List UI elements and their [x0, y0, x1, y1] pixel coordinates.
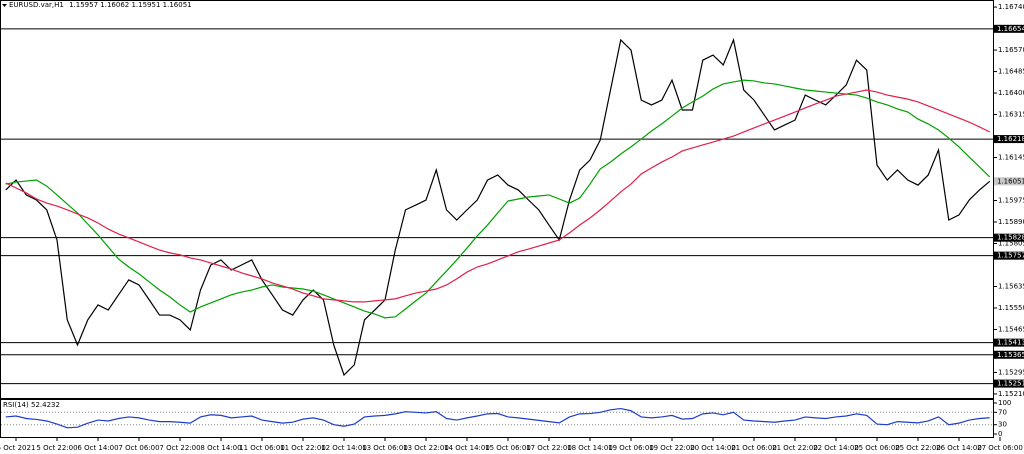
x-tick-label: 26 Oct 14:00	[936, 444, 982, 452]
level-label: 1.16654	[997, 25, 1024, 33]
y-tick-label: 1.16400	[998, 89, 1024, 97]
x-tick-label: 15 Oct 06:00	[485, 444, 531, 452]
y-tick-label: 1.15890	[998, 218, 1024, 226]
rsi-tick-label: 0	[998, 430, 1002, 438]
y-tick-label: 1.15975	[998, 197, 1024, 205]
moving-average	[5, 89, 991, 303]
close: 1.16051	[163, 1, 192, 9]
y-tick-label: 1.15635	[998, 282, 1024, 290]
y-tick-label: 1.15465	[998, 325, 1024, 333]
rsi-tick-label: 30	[998, 421, 1007, 429]
x-tick-label: 12 Oct 14:00	[321, 444, 367, 452]
level-label: 1.15413	[997, 339, 1024, 347]
level-box	[994, 24, 1024, 33]
level-box	[994, 350, 1024, 359]
high: 1.16062	[100, 1, 129, 9]
x-tick-label: 13 Oct 06:00	[362, 444, 408, 452]
x-tick-label: 25 Oct 06:00	[854, 444, 900, 452]
y-tick-label: 1.16570	[998, 46, 1024, 54]
y-tick-label: 1.16740	[998, 3, 1024, 11]
rsi-line	[5, 407, 990, 429]
y-tick-label: 1.16145	[998, 154, 1024, 162]
header: EURUSD.var,H1 1.15957 1.16062 1.15951 1.…	[9, 1, 192, 9]
x-tick-label: 21 Oct 06:00	[731, 444, 777, 452]
level-label: 1.15828	[997, 234, 1024, 242]
level-label: 1.15251	[997, 380, 1024, 388]
price-box	[994, 177, 1024, 186]
level-label: 1.15757	[997, 252, 1024, 260]
level-box	[994, 251, 1024, 260]
price-label: 1.16051	[997, 177, 1024, 185]
level-box	[994, 233, 1024, 242]
x-tick-label: 19 Oct 06:00	[608, 444, 654, 452]
rsi-header: RSI(14) 52.4232	[3, 401, 60, 409]
y-tick-label: 1.15295	[998, 368, 1024, 376]
x-tick-label: 6 Oct 14:00	[77, 444, 118, 452]
level-label: 1.15365	[997, 351, 1024, 359]
header-arrow	[2, 4, 7, 7]
x-tick-label: 7 Oct 22:00	[159, 444, 200, 452]
symbol: EURUSD.var,H1	[9, 1, 64, 9]
x-tick-label: 25 Oct 22:00	[895, 444, 941, 452]
level-box	[994, 135, 1024, 144]
rsi-frame	[0, 399, 994, 438]
y-tick-label: 1.15550	[998, 304, 1024, 312]
x-tick-label: 17 Oct 22:00	[526, 444, 572, 452]
x-tick-label: 7 Oct 06:00	[118, 444, 159, 452]
price-line	[5, 37, 991, 377]
rsi-title: RSI(14)	[3, 401, 29, 409]
main-frame	[0, 0, 994, 399]
y-tick-label: 1.16315	[998, 111, 1024, 119]
x-tick-label: 13 Oct 22:00	[403, 444, 449, 452]
y-tick-label: 1.16485	[998, 68, 1024, 76]
x-tick-label: 8 Oct 14:00	[200, 444, 241, 452]
x-tick-label: 22 Oct 14:00	[813, 444, 859, 452]
x-tick-label: 18 Oct 14:00	[567, 444, 613, 452]
x-tick-label: 14 Oct 14:00	[444, 444, 490, 452]
x-tick-label: 5 Oct 22:00	[36, 444, 77, 452]
x-tick-label: 5 Oct 2021	[0, 444, 35, 452]
rsi-tick-label: 100	[998, 399, 1011, 407]
x-tick-label: 19 Oct 22:00	[649, 444, 695, 452]
y-tick-label: 1.15210	[998, 390, 1024, 398]
x-tick-label: 20 Oct 14:00	[690, 444, 736, 452]
x-tick-label: 11 Oct 22:00	[280, 444, 326, 452]
open: 1.15957	[69, 1, 98, 9]
moving-average	[5, 79, 991, 319]
rsi-tick-label: 70	[998, 408, 1007, 416]
low: 1.15951	[131, 1, 160, 9]
y-tick-label: 1.15805	[998, 240, 1024, 248]
x-tick-label: 27 Oct 06:00	[977, 444, 1023, 452]
x-tick-label: 21 Oct 22:00	[772, 444, 818, 452]
level-box	[994, 338, 1024, 347]
level-box	[994, 379, 1024, 388]
level-label: 1.16218	[997, 135, 1024, 143]
x-tick-label: 11 Oct 06:00	[239, 444, 285, 452]
plot-layer	[1, 28, 993, 429]
rsi-value: 52.4232	[31, 401, 60, 409]
